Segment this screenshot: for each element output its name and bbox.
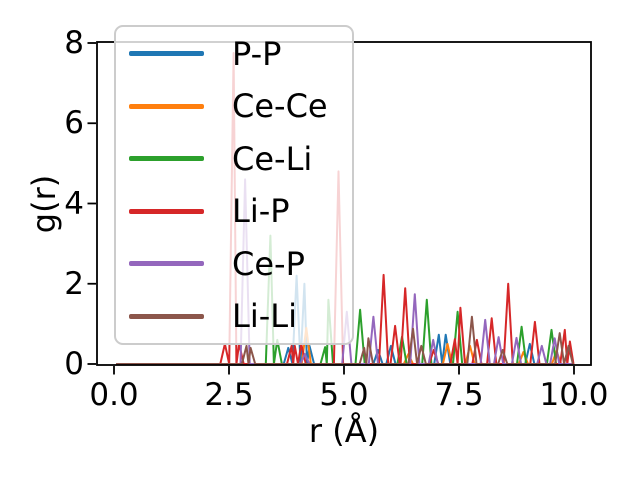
legend-label-P-P: P-P xyxy=(232,34,282,73)
series-line-Li-P xyxy=(116,52,575,365)
y-axis-ticks xyxy=(87,42,96,365)
y-tick-label: 2 xyxy=(64,265,84,302)
legend-line-swatch-Li-Li xyxy=(129,313,204,319)
legend-line-swatch-Ce-Li xyxy=(129,156,204,162)
y-tick-label: 8 xyxy=(64,25,84,61)
x-tick-label: 0.0 xyxy=(89,377,139,413)
legend-line-swatch-Ce-Ce xyxy=(129,103,204,109)
legend-label-Ce-Li: Ce-Li xyxy=(232,139,313,178)
series-line-Li-Li xyxy=(116,315,574,365)
legend-row-Li-Li: Li-Li xyxy=(116,290,352,342)
legend-row-Ce-Ce: Ce-Ce xyxy=(116,80,352,132)
legend-line-swatch-P-P xyxy=(129,51,204,57)
legend-row-P-P: P-P xyxy=(116,28,352,80)
legend-label-Li-P: Li-P xyxy=(232,192,290,231)
legend-row-Ce-P: Ce-P xyxy=(116,238,352,290)
legend-line-swatch-Ce-P xyxy=(129,261,204,267)
y-tick-label: 4 xyxy=(64,185,84,222)
legend-line-swatch-Li-P xyxy=(129,208,204,214)
y-tick-label: 0 xyxy=(64,346,84,382)
legend-row-Ce-Li: Ce-Li xyxy=(116,133,352,185)
series-line-Ce-Li xyxy=(116,234,573,365)
y-axis-label: g(r) xyxy=(25,174,63,234)
series-line-Ce-P xyxy=(116,178,573,365)
x-tick-label: 2.5 xyxy=(204,377,254,413)
legend-label-Li-Li: Li-Li xyxy=(232,297,297,336)
x-axis-ticks xyxy=(113,366,575,375)
legend-row-Li-P: Li-P xyxy=(116,185,352,237)
legend-box: P-P Ce-Ce Ce-Li Li-P Ce-P Li-Li xyxy=(114,25,354,345)
legend-label-Ce-P: Ce-P xyxy=(232,244,305,283)
x-tick-label: 7.5 xyxy=(434,377,484,413)
series-layer xyxy=(116,52,575,365)
y-tick-label: 6 xyxy=(64,105,84,142)
x-tick-label: 10.0 xyxy=(539,377,609,413)
x-axis-label: r (Å) xyxy=(308,412,380,450)
legend-label-Ce-Ce: Ce-Ce xyxy=(232,87,328,126)
x-tick-label: 5.0 xyxy=(319,377,369,413)
